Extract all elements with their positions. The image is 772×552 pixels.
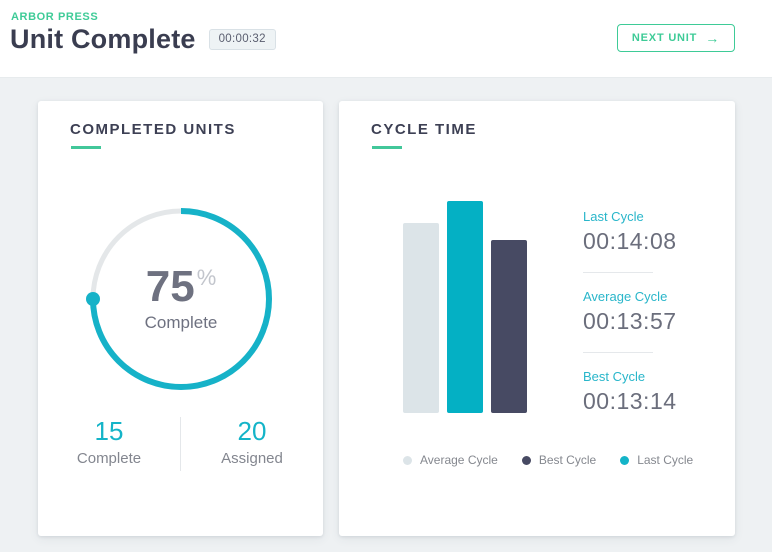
average-cycle-label: Average Cycle [583,289,668,304]
progress-end-dot [86,292,100,306]
completed-units-title: COMPLETED UNITS [70,121,236,138]
units-summary: 15 Complete 20 Assigned [38,417,323,471]
dashboard: COMPLETED UNITS 75% Complete 15 Complete… [0,78,772,536]
title-row: Unit Complete 00:00:32 [10,24,276,55]
next-unit-label: NEXT UNIT [631,32,698,44]
cycle-stats: Last Cycle 00:14:08 Average Cycle 00:13:… [583,209,677,415]
summary-divider [180,417,181,471]
legend-dot [620,455,630,465]
legend-dot [403,455,412,465]
assigned-stat: 20 Assigned [181,417,323,471]
average-cycle-value: 00:13:57 [583,308,677,334]
progress-ring: 75% Complete [85,203,277,395]
last-cycle-label: Last Cycle [583,209,644,224]
best-cycle-value: 00:13:14 [583,388,677,414]
title-underline [372,146,402,149]
legend-item: Average Cycle [403,453,498,467]
arrow-right-icon: → [705,30,720,46]
complete-label: Complete [76,449,142,467]
cycle-bar [491,240,527,413]
average-cycle-stat: Average Cycle 00:13:57 [583,289,677,335]
legend-label: Best Cycle [538,453,597,467]
cycle-bar [403,223,439,413]
timer-badge: 00:00:32 [208,29,276,50]
stat-divider [583,352,653,353]
legend-dot [521,455,531,465]
legend-item: Best Cycle [521,453,597,467]
card-completed-units: COMPLETED UNITS 75% Complete 15 Complete… [38,101,323,536]
next-unit-button[interactable]: NEXT UNIT → [616,24,735,52]
page-title: Unit Complete [10,24,196,54]
stat-divider [583,272,653,273]
complete-value: 15 [94,416,124,446]
card-cycle-time: CYCLE TIME Last Cycle 00:14:08 Average C… [339,101,735,536]
legend-label: Last Cycle [637,453,694,467]
last-cycle-value: 00:14:08 [583,228,677,254]
best-cycle-label: Best Cycle [583,369,646,384]
complete-stat: 15 Complete [38,417,180,471]
cycle-time-title: CYCLE TIME [371,121,477,138]
header: ARBOR PRESS Unit Complete 00:00:32 NEXT … [0,0,772,78]
last-cycle-stat: Last Cycle 00:14:08 [583,209,677,255]
assigned-value: 20 [237,416,267,446]
cycle-bar-chart [403,201,527,413]
legend-label: Average Cycle [420,453,498,467]
best-cycle-stat: Best Cycle 00:13:14 [583,369,677,415]
assigned-label: Assigned [221,449,283,467]
legend-item: Last Cycle [620,453,693,467]
brand-label: ARBOR PRESS [11,11,99,23]
progress-ring-svg [86,208,272,390]
cycle-legend: Average Cycle Best Cycle Last Cycle [403,453,693,467]
title-underline [71,146,101,149]
cycle-bar [447,201,483,413]
